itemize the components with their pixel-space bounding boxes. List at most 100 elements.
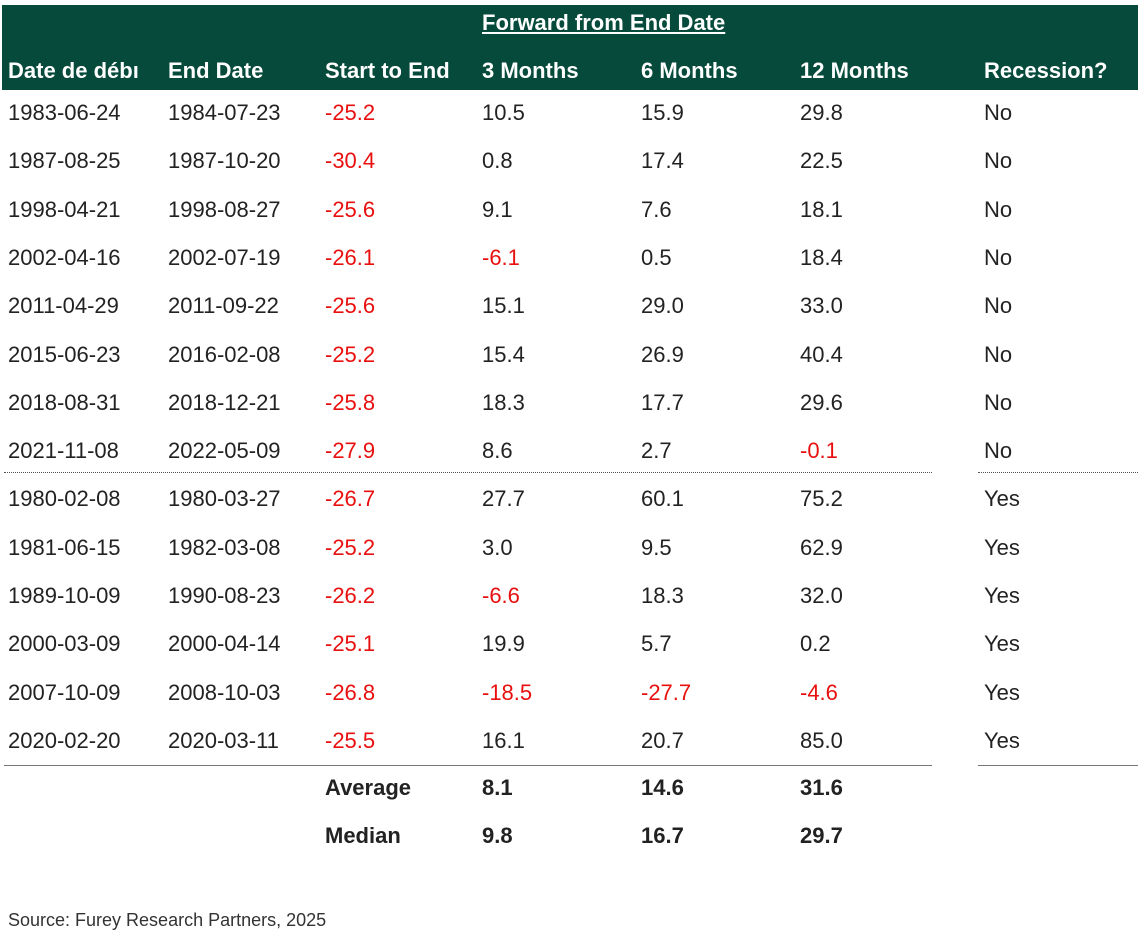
cell-end-date: 1998-08-27: [168, 196, 281, 222]
cell-recession: Yes: [984, 631, 1020, 657]
cell-start-to-end: -25.6: [325, 293, 376, 319]
cell-start-date: 2007-10-09: [8, 679, 121, 705]
summary-value-return-12-months: 31.6: [800, 775, 843, 800]
summary-value-return-3-months: 9.8: [482, 823, 513, 848]
cell-return-6-months: 17.4: [641, 148, 684, 174]
cell-return-3-months: 0.8: [482, 148, 513, 174]
summary-value-return-12-months: 29.7: [800, 823, 843, 848]
cell-start-date: 1987-08-25: [8, 148, 121, 174]
cell-start-to-end: -27.9: [325, 438, 376, 464]
cell-start-to-end: -26.1: [325, 244, 376, 270]
cell-return-3-months: 27.7: [482, 486, 525, 512]
cell-return-6-months: 7.6: [641, 196, 672, 222]
cell-return-6-months: 5.7: [641, 631, 672, 657]
cell-return-6-months: 2.7: [641, 438, 672, 464]
cell-return-6-months: 29.0: [641, 293, 684, 319]
column-header-end-date: End Date: [168, 58, 264, 83]
cell-return-12-months: -4.6: [800, 679, 838, 705]
cell-return-3-months: 9.1: [482, 196, 513, 222]
cell-start-to-end: -25.1: [325, 631, 376, 657]
cell-recession: No: [984, 341, 1013, 367]
cell-start-date: 2002-04-16: [8, 244, 121, 270]
cell-recession: Yes: [984, 727, 1020, 753]
cell-return-3-months: 10.5: [482, 100, 525, 125]
cell-return-12-months: 62.9: [800, 534, 843, 560]
forward-group-header: Forward from End Date: [482, 10, 726, 35]
cell-start-date: 1989-10-09: [8, 583, 121, 608]
column-header-6-months: 6 Months: [641, 58, 738, 83]
cell-recession: Yes: [984, 486, 1020, 512]
cell-start-date: 2000-03-09: [8, 631, 121, 657]
cell-return-12-months: 29.6: [800, 389, 843, 415]
cell-end-date: 1980-03-27: [168, 486, 281, 512]
cell-end-date: 2008-10-03: [168, 679, 281, 705]
summary-divider-right: [978, 765, 1138, 766]
cell-recession: No: [984, 100, 1013, 125]
cell-return-12-months: 18.1: [800, 196, 843, 222]
cell-start-to-end: -26.8: [325, 679, 376, 705]
cell-end-date: 2002-07-19: [168, 244, 281, 270]
column-header-3-months: 3 Months: [482, 58, 579, 83]
cell-return-6-months: -27.7: [641, 679, 692, 705]
column-header-start-to-end: Start to End: [325, 58, 450, 83]
cell-return-12-months: 18.4: [800, 244, 843, 270]
column-header-start-date: Date de débı: [8, 58, 139, 83]
cell-return-6-months: 26.9: [641, 341, 684, 367]
cell-start-to-end: -25.2: [325, 534, 376, 560]
cell-recession: No: [984, 438, 1013, 464]
cell-return-12-months: 40.4: [800, 341, 843, 367]
cell-return-6-months: 18.3: [641, 583, 684, 608]
cell-recession: No: [984, 389, 1013, 415]
summary-value-return-6-months: 14.6: [641, 775, 684, 800]
cell-return-12-months: -0.1: [800, 438, 838, 464]
cell-start-to-end: -30.4: [325, 148, 376, 174]
cell-start-to-end: -25.8: [325, 389, 376, 415]
group-divider-right: [978, 472, 1138, 473]
cell-return-6-months: 17.7: [641, 389, 684, 415]
cell-return-6-months: 20.7: [641, 727, 684, 753]
cell-return-3-months: 19.9: [482, 631, 525, 657]
cell-start-date: 1980-02-08: [8, 486, 121, 512]
cell-start-to-end: -25.5: [325, 727, 376, 753]
cell-return-3-months: 3.0: [482, 534, 513, 560]
cell-return-12-months: 75.2: [800, 486, 843, 512]
cell-recession: No: [984, 293, 1013, 319]
summary-label: Median: [325, 823, 401, 848]
column-header-12-months: 12 Months: [800, 58, 909, 83]
summary-divider-left: [4, 765, 932, 766]
cell-recession: No: [984, 196, 1013, 222]
cell-end-date: 1984-07-23: [168, 100, 281, 125]
cell-end-date: 1982-03-08: [168, 534, 281, 560]
cell-return-3-months: 15.1: [482, 293, 525, 319]
cell-return-3-months: 16.1: [482, 727, 525, 753]
cell-start-date: 1983-06-24: [8, 100, 121, 125]
cell-return-6-months: 15.9: [641, 100, 684, 125]
cell-start-to-end: -25.2: [325, 100, 376, 125]
cell-return-6-months: 9.5: [641, 534, 672, 560]
cell-return-3-months: -6.1: [482, 244, 520, 270]
cell-return-12-months: 0.2: [800, 631, 831, 657]
cell-return-6-months: 0.5: [641, 244, 672, 270]
cell-end-date: 2018-12-21: [168, 389, 281, 415]
cell-start-date: 1998-04-21: [8, 196, 121, 222]
cell-return-3-months: -18.5: [482, 679, 533, 705]
cell-start-date: 2011-04-29: [8, 293, 119, 319]
cell-start-to-end: -25.6: [325, 196, 376, 222]
summary-label: Average: [325, 775, 412, 800]
cell-end-date: 2020-03-11: [168, 727, 279, 753]
cell-return-12-months: 32.0: [800, 583, 843, 608]
cell-start-date: 2015-06-23: [8, 341, 121, 367]
cell-return-3-months: -6.6: [482, 583, 520, 608]
cell-recession: Yes: [984, 534, 1020, 560]
cell-end-date: 2000-04-14: [168, 631, 281, 657]
summary-value-return-3-months: 8.1: [482, 775, 513, 800]
cell-start-to-end: -26.2: [325, 583, 376, 608]
cell-end-date: 2016-02-08: [168, 341, 281, 367]
cell-start-date: 2021-11-08: [8, 438, 119, 464]
cell-end-date: 2022-05-09: [168, 438, 281, 464]
cell-end-date: 2011-09-22: [168, 293, 279, 319]
column-header-recession: Recession?: [984, 58, 1108, 83]
cell-return-3-months: 18.3: [482, 389, 525, 415]
cell-start-date: 2020-02-20: [8, 727, 121, 753]
cell-return-6-months: 60.1: [641, 486, 684, 512]
